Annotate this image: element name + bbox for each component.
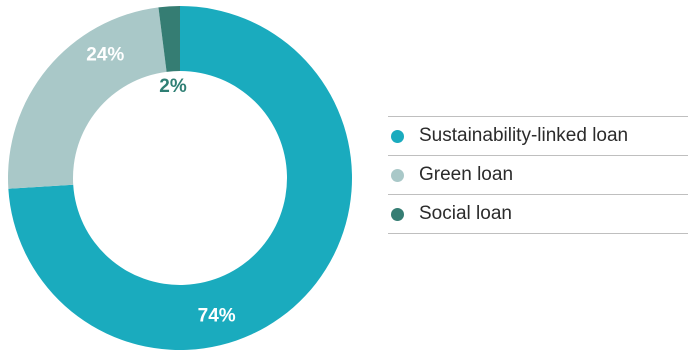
legend-item-social-loan: Social loan <box>388 195 688 234</box>
legend-item-sustainability-linked-loan: Sustainability-linked loan <box>388 117 688 156</box>
data-label-green-loan: 24% <box>86 45 124 66</box>
slice-labels: 74% 24% 2% <box>86 45 236 327</box>
data-label-sustainability-linked-loan: 74% <box>198 306 236 327</box>
legend-swatch-social-loan <box>391 207 404 221</box>
legend-label-green-loan: Green loan <box>419 164 514 185</box>
donut-chart: 74% 24% 2% <box>7 6 352 350</box>
chart-legend: Sustainability-linked loan Green loan So… <box>388 116 688 234</box>
legend-swatch-green-loan <box>391 168 404 182</box>
legend-item-green-loan: Green loan <box>388 156 688 195</box>
legend-swatch-sustainability-linked-loan <box>391 129 404 143</box>
donut-slice-sustainability-linked-loan <box>8 6 352 350</box>
legend-label-sustainability-linked-loan: Sustainability-linked loan <box>419 125 629 146</box>
legend-label-social-loan: Social loan <box>419 203 512 224</box>
data-label-social-loan: 2% <box>159 76 187 97</box>
donut-slice-social-loan <box>158 6 180 72</box>
donut-slices <box>7 6 352 350</box>
donut-slice-green-loan <box>7 7 167 189</box>
